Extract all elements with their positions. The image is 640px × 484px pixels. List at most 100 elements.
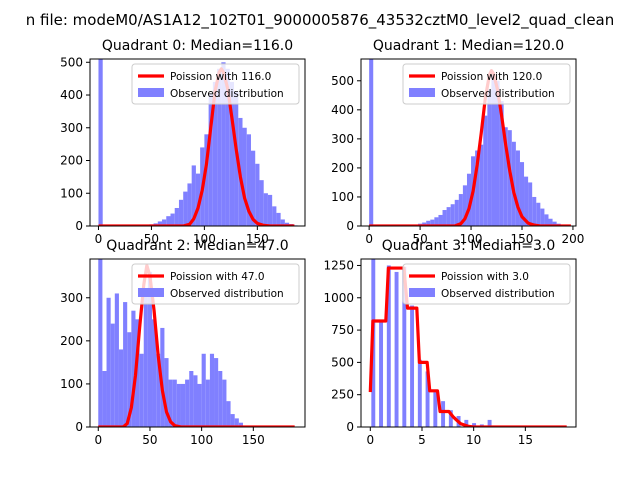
hist-bar: [503, 127, 508, 226]
y-tick-label: 0: [75, 219, 83, 233]
hist-bar: [536, 202, 541, 226]
hist-bar: [189, 371, 194, 427]
y-tick-label: 0: [346, 219, 354, 233]
subplot-title: Quadrant 2: Median=47.0: [106, 238, 288, 254]
hist-bar: [259, 180, 264, 226]
hist-bar: [152, 319, 157, 427]
hist-bar: [209, 353, 215, 427]
hist-bar: [276, 212, 281, 226]
y-tick-label: 500: [331, 74, 354, 88]
x-tick-label: 100: [460, 232, 483, 246]
legend-box: [131, 263, 300, 305]
hist-bar: [193, 375, 198, 427]
hist-bar: [123, 302, 128, 427]
hist-bar: [491, 74, 496, 226]
legend-hist-label: Observed distribution: [170, 288, 284, 300]
hist-bar: [218, 371, 223, 427]
hist-bar: [284, 222, 290, 226]
figure-suptitle: n file: modeM0/AS1A12_102T01_9000005876_…: [26, 11, 615, 30]
hist-bar: [426, 220, 431, 226]
legend-box: [402, 263, 571, 305]
hist-bar: [472, 423, 477, 427]
hist-bar: [143, 289, 148, 427]
hist-bar: [462, 185, 467, 226]
hist-bar: [441, 401, 446, 427]
hist-bar: [532, 196, 537, 226]
legend-hist-swatch: [138, 288, 164, 297]
legend: Poission with 3.0 Observed distribution: [402, 263, 571, 305]
hist-bar: [205, 379, 210, 427]
legend-hist-swatch: [409, 288, 435, 297]
hist-bar: [540, 208, 545, 226]
hist-bar: [246, 134, 251, 226]
hist-bar: [214, 358, 219, 427]
hist-bar: [446, 207, 451, 226]
x-tick-label: 15: [518, 433, 533, 447]
axes-frame: [360, 58, 577, 227]
subplot-0: 0 50 100 150 0 100 200 300 400 500 Quadrant 0: Med…: [60, 38, 306, 246]
hist-bar: [131, 310, 136, 427]
hist-bar: [475, 150, 480, 226]
plot-area: [368, 259, 567, 427]
y-tick-label: 100: [60, 377, 83, 391]
subplot-title: Quadrant 3: Median=3.0: [382, 238, 556, 254]
hist-bar: [114, 293, 119, 427]
poisson-line: [368, 266, 567, 427]
hist-bar: [221, 62, 226, 226]
x-tick-label: 150: [511, 232, 534, 246]
hist-bar: [118, 349, 124, 427]
y-tick-label: 300: [60, 291, 83, 305]
hist-bar: [524, 176, 529, 226]
hist-bar: [157, 221, 163, 226]
hist-bar: [552, 221, 557, 226]
hist-bar: [139, 353, 144, 427]
y-tick-label: 500: [331, 355, 354, 369]
hist-bar: [187, 183, 192, 226]
hist-bar: [168, 379, 173, 427]
hist-bar: [487, 419, 492, 427]
x-tick-label: 50: [412, 232, 427, 246]
hist-bar: [272, 206, 277, 226]
hist-bar: [174, 207, 179, 226]
hist-bar: [191, 165, 196, 226]
hist-bar: [495, 80, 500, 226]
legend-poisson-label: Poission with 47.0: [170, 271, 265, 283]
x-tick-label: 0: [365, 232, 373, 246]
x-tick-label: 50: [144, 232, 159, 246]
hist-bar: [422, 222, 427, 226]
hist-bar: [230, 414, 235, 427]
x-tick-label: 0: [366, 433, 374, 447]
hist-bar: [425, 371, 430, 427]
hist-bar: [225, 68, 230, 226]
y-tick-label: 0: [346, 420, 354, 434]
hist-bar: [450, 204, 455, 226]
subplot-title: Quadrant 1: Median=120.0: [373, 38, 564, 54]
y-tick-label: 250: [331, 388, 354, 402]
hist-bar: [195, 173, 201, 226]
hist-bar: [544, 214, 549, 226]
hist-bar: [98, 259, 103, 427]
x-tick-label: 10: [466, 433, 481, 447]
hist-bar: [178, 199, 184, 226]
hist-bar: [499, 101, 504, 226]
legend: Poission with 120.0 Observed distribution: [402, 63, 571, 105]
hist-bar: [208, 93, 213, 226]
hist-bar: [98, 59, 103, 226]
hist-bar: [183, 191, 188, 226]
legend-poisson-label: Poission with 120.0: [441, 71, 542, 83]
hist-bar: [448, 410, 453, 427]
legend-hist-label: Observed distribution: [441, 288, 555, 300]
y-tick-label: 1250: [323, 258, 354, 272]
legend: Poission with 116.0 Observed distribution: [131, 63, 300, 105]
y-tick-label: 300: [331, 132, 354, 146]
hist-bar: [229, 81, 235, 226]
hist-bar: [410, 305, 415, 427]
hist-bar: [170, 213, 175, 226]
hist-bar: [379, 321, 384, 427]
hist-bar: [267, 194, 273, 226]
hist-bar: [519, 162, 525, 226]
hist-bar: [479, 144, 484, 226]
hist-bar: [515, 150, 520, 226]
